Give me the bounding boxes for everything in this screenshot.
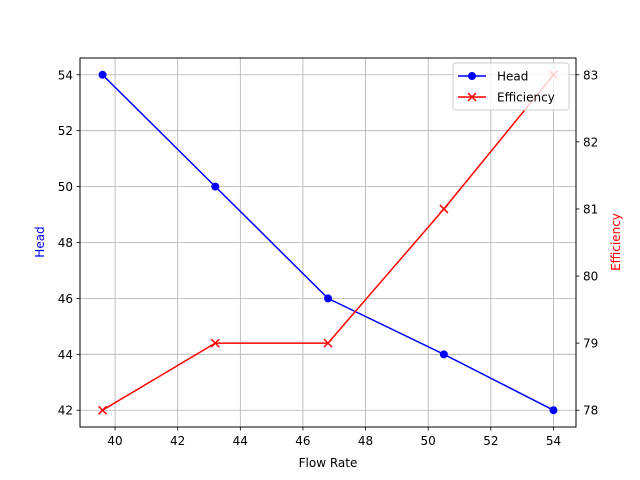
data-point [98, 70, 107, 79]
legend-item-efficiency: Efficiency [458, 91, 555, 105]
x-tick-label: 42 [170, 434, 185, 448]
data-point [324, 294, 332, 303]
y-right-tick-label: 78 [583, 404, 598, 418]
y-tick-label: 44 [58, 348, 73, 362]
y-tick-label: 52 [58, 124, 73, 138]
data-point [211, 182, 220, 191]
y-right-tick-label: 82 [583, 135, 598, 149]
y-axis-right-ticks: 78 79 80 81 82 83 [576, 68, 598, 418]
legend-label-efficiency: Efficiency [497, 91, 555, 105]
x-axis-ticks: 40 42 44 46 48 50 52 54 [107, 427, 561, 448]
y-right-tick-label: 80 [583, 270, 598, 284]
circle-marker-icon [468, 72, 476, 80]
legend: Head Efficiency [452, 62, 570, 111]
series-head [98, 70, 558, 415]
data-point [439, 204, 449, 214]
y-tick-label: 42 [58, 404, 73, 418]
x-tick-label: 44 [233, 434, 248, 448]
y-axis-right-label: Efficiency [609, 213, 623, 271]
legend-item-head: Head [458, 70, 528, 84]
data-point [549, 406, 558, 415]
y-right-tick-label: 79 [583, 337, 598, 351]
x-tick-label: 52 [483, 434, 498, 448]
data-point [323, 338, 333, 348]
y-axis-left-ticks: 42 44 46 48 50 52 54 [58, 68, 80, 418]
y-tick-label: 48 [58, 236, 73, 250]
x-marker-icon [467, 92, 477, 102]
y-axis-left-label: Head [33, 226, 47, 257]
data-point [439, 350, 448, 359]
data-point [98, 405, 108, 415]
x-tick-label: 54 [546, 434, 561, 448]
x-axis-label: Flow Rate [299, 456, 358, 470]
x-tick-label: 50 [421, 434, 436, 448]
y-right-tick-label: 83 [583, 68, 598, 82]
y-tick-label: 50 [58, 180, 73, 194]
data-point [210, 338, 220, 348]
x-tick-label: 46 [295, 434, 310, 448]
legend-label-head: Head [497, 70, 528, 84]
y-tick-label: 46 [58, 292, 73, 306]
y-tick-label: 54 [58, 68, 73, 82]
x-tick-label: 40 [107, 434, 122, 448]
x-tick-label: 48 [358, 434, 373, 448]
y-right-tick-label: 81 [583, 202, 598, 216]
legend-box [452, 62, 570, 111]
